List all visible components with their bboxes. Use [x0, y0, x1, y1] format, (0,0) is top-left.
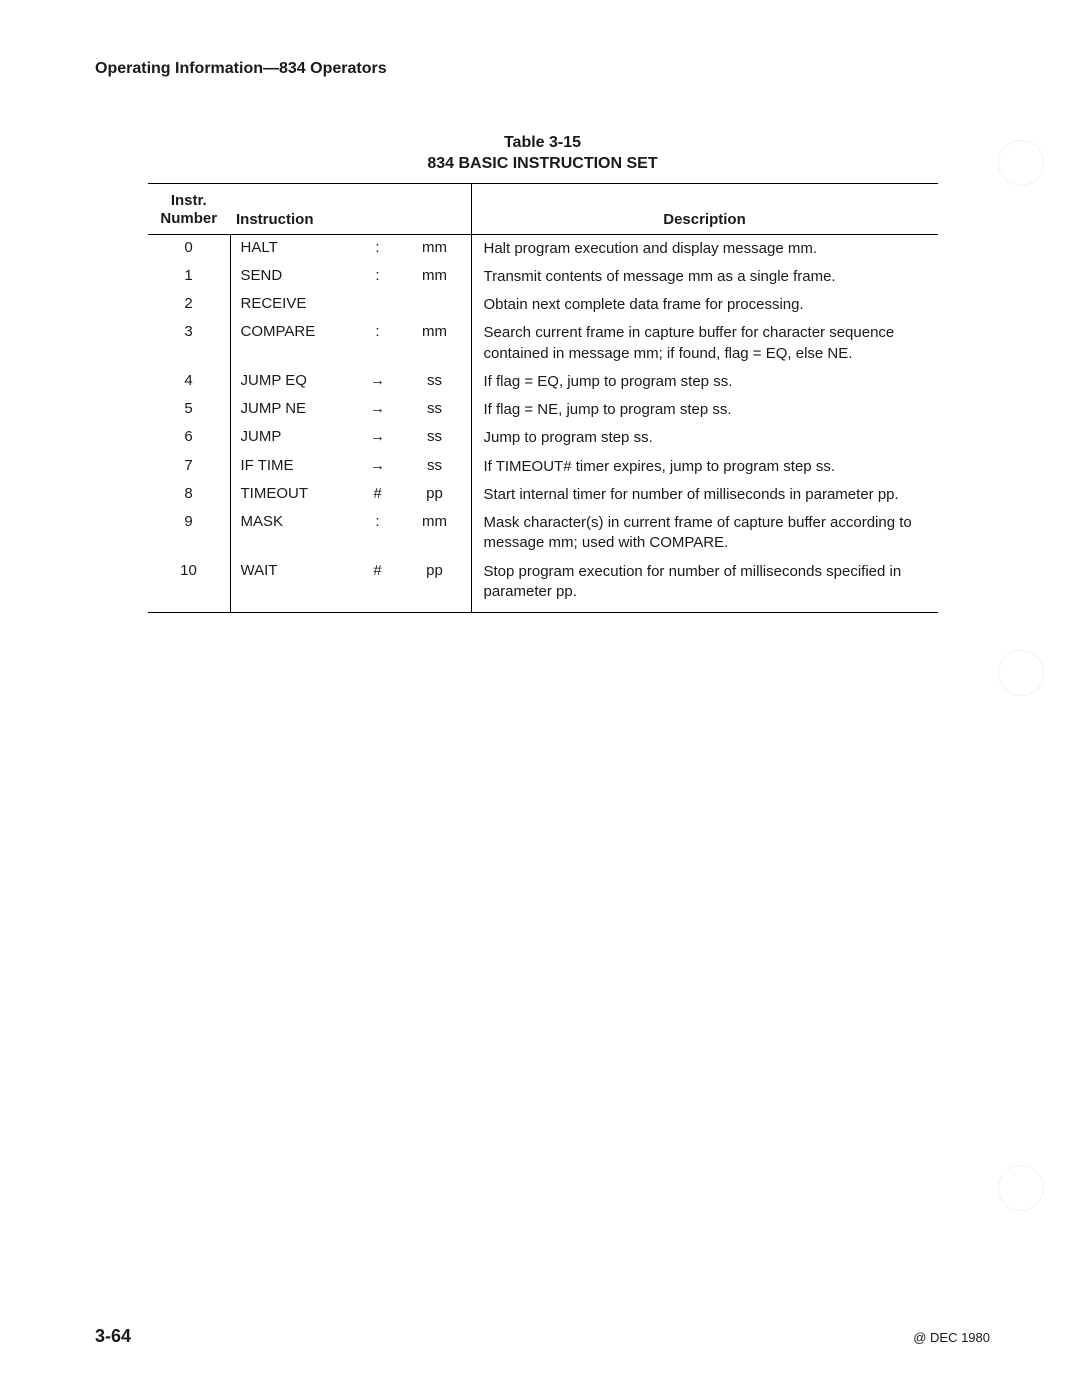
- table-row: 3 COMPARE : mm Search current frame in c…: [148, 319, 938, 368]
- cell-separator: →: [357, 453, 399, 481]
- cell-description: If flag = EQ, jump to program step ss.: [471, 368, 938, 396]
- cell-argument: ss: [399, 368, 472, 396]
- copyright: @ DEC 1980: [913, 1330, 990, 1345]
- col-header-instruction: Instruction: [230, 183, 471, 234]
- cell-separator: :: [357, 234, 399, 263]
- col-header-number: Instr. Number: [148, 183, 231, 234]
- table-caption: Table 3-15 834 BASIC INSTRUCTION SET: [95, 133, 990, 175]
- cell-description: If flag = NE, jump to program step ss.: [471, 396, 938, 424]
- cell-description: Mask character(s) in current frame of ca…: [471, 509, 938, 558]
- cell-argument: ss: [399, 453, 472, 481]
- cell-separator: →: [357, 396, 399, 424]
- cell-number: 2: [148, 291, 231, 319]
- table-caption-line2: 834 BASIC INSTRUCTION SET: [427, 155, 657, 172]
- cell-instruction: IF TIME: [230, 453, 357, 481]
- cell-instruction: MASK: [230, 509, 357, 558]
- table-caption-line1: Table 3-15: [504, 134, 581, 151]
- cell-instruction: HALT: [230, 234, 357, 263]
- page-footer: 3-64 @ DEC 1980: [95, 1326, 990, 1347]
- table-row: 10 WAIT # pp Stop program execution for …: [148, 558, 938, 613]
- table-header-row: Instr. Number Instruction Description: [148, 183, 938, 234]
- cell-argument: ss: [399, 424, 472, 452]
- table-row: 8 TIMEOUT # pp Start internal timer for …: [148, 481, 938, 509]
- cell-description: Stop program execution for number of mil…: [471, 558, 938, 613]
- cell-separator: [357, 291, 399, 319]
- col-header-number-line1: Instr.: [171, 192, 207, 209]
- cell-instruction: JUMP: [230, 424, 357, 452]
- cell-description: Transmit contents of message mm as a sin…: [471, 263, 938, 291]
- cell-separator: #: [357, 481, 399, 509]
- cell-number: 7: [148, 453, 231, 481]
- table-row: 6 JUMP → ss Jump to program step ss.: [148, 424, 938, 452]
- cell-separator: →: [357, 424, 399, 452]
- cell-argument: mm: [399, 509, 472, 558]
- cell-description: Search current frame in capture buffer f…: [471, 319, 938, 368]
- table-row: 2 RECEIVE Obtain next complete data fram…: [148, 291, 938, 319]
- instruction-table: Instr. Number Instruction Description 0 …: [148, 183, 938, 614]
- cell-instruction: TIMEOUT: [230, 481, 357, 509]
- page-number: 3-64: [95, 1326, 131, 1347]
- cell-separator: #: [357, 558, 399, 613]
- cell-argument: mm: [399, 319, 472, 368]
- cell-separator: :: [357, 319, 399, 368]
- cell-description: Start internal timer for number of milli…: [471, 481, 938, 509]
- cell-instruction: COMPARE: [230, 319, 357, 368]
- cell-number: 10: [148, 558, 231, 613]
- cell-description: Jump to program step ss.: [471, 424, 938, 452]
- cell-argument: pp: [399, 481, 472, 509]
- table-row: 1 SEND : mm Transmit contents of message…: [148, 263, 938, 291]
- table-row: 4 JUMP EQ → ss If flag = EQ, jump to pro…: [148, 368, 938, 396]
- cell-separator: :: [357, 509, 399, 558]
- cell-argument: pp: [399, 558, 472, 613]
- cell-number: 8: [148, 481, 231, 509]
- col-header-description: Description: [471, 183, 938, 234]
- page-header: Operating Information—834 Operators: [95, 60, 990, 78]
- cell-separator: →: [357, 368, 399, 396]
- hole-punch-icon: [998, 140, 1044, 186]
- cell-number: 0: [148, 234, 231, 263]
- hole-punch-icon: [998, 650, 1044, 696]
- cell-argument: ss: [399, 396, 472, 424]
- table-row: 0 HALT : mm Halt program execution and d…: [148, 234, 938, 263]
- cell-description: Halt program execution and display messa…: [471, 234, 938, 263]
- cell-instruction: SEND: [230, 263, 357, 291]
- cell-argument: mm: [399, 234, 472, 263]
- cell-number: 4: [148, 368, 231, 396]
- cell-instruction: WAIT: [230, 558, 357, 613]
- cell-argument: [399, 291, 472, 319]
- table-row: 5 JUMP NE → ss If flag = NE, jump to pro…: [148, 396, 938, 424]
- cell-description: Obtain next complete data frame for proc…: [471, 291, 938, 319]
- cell-description: If TIMEOUT# timer expires, jump to progr…: [471, 453, 938, 481]
- cell-number: 1: [148, 263, 231, 291]
- cell-separator: :: [357, 263, 399, 291]
- cell-instruction: JUMP NE: [230, 396, 357, 424]
- cell-number: 9: [148, 509, 231, 558]
- cell-number: 3: [148, 319, 231, 368]
- table-row: 7 IF TIME → ss If TIMEOUT# timer expires…: [148, 453, 938, 481]
- col-header-number-line2: Number: [160, 210, 217, 227]
- cell-instruction: JUMP EQ: [230, 368, 357, 396]
- cell-argument: mm: [399, 263, 472, 291]
- cell-number: 5: [148, 396, 231, 424]
- cell-number: 6: [148, 424, 231, 452]
- document-page: Operating Information—834 Operators Tabl…: [0, 0, 1080, 1397]
- table-row: 9 MASK : mm Mask character(s) in current…: [148, 509, 938, 558]
- cell-instruction: RECEIVE: [230, 291, 357, 319]
- hole-punch-icon: [998, 1165, 1044, 1211]
